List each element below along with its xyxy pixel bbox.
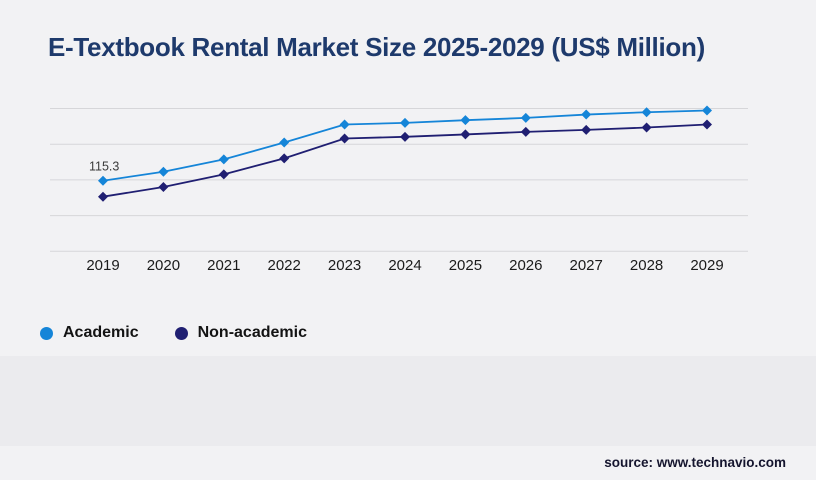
data-point-academic-2024 — [400, 117, 410, 128]
x-axis-label-2020: 2020 — [147, 257, 180, 274]
x-axis-label-2021: 2021 — [207, 257, 240, 274]
data-point-academic-2022 — [279, 137, 290, 148]
source-attribution: source: www.technavio.com — [604, 455, 786, 470]
line-chart: 2019 2020 2021 2022 2023 2024 2025 2026 2027 2028… — [50, 105, 748, 274]
legend-label-academic: Academic — [63, 324, 139, 341]
x-axis-label-2019: 2019 — [86, 257, 119, 274]
legend-item-non-academic: Non-academic — [174, 324, 307, 342]
data-point-academic-2021 — [218, 154, 229, 165]
data-point-academic-2019 — [98, 175, 108, 186]
data-point-non-academic-2022 — [279, 153, 290, 164]
data-point-academic-2028 — [641, 107, 652, 118]
x-axis-label-2022: 2022 — [268, 257, 301, 274]
data-label-annotation: 115.3 — [89, 160, 119, 174]
background-band — [0, 356, 816, 446]
data-point-non-academic-2019 — [98, 191, 108, 202]
x-axis-label-2028: 2028 — [630, 257, 663, 274]
legend-label-non-academic: Non-academic — [197, 324, 307, 341]
data-point-non-academic-2029 — [702, 119, 712, 130]
x-axis-label-2029: 2029 — [690, 257, 723, 274]
x-axis-label-2025: 2025 — [449, 257, 482, 274]
data-point-academic-2027 — [581, 109, 592, 120]
data-point-academic-2025 — [460, 115, 471, 126]
data-point-non-academic-2027 — [581, 124, 592, 135]
x-axis-label-2026: 2026 — [509, 257, 542, 274]
legend-item-academic: Academic — [40, 324, 139, 342]
data-point-academic-2029 — [702, 105, 712, 116]
data-point-academic-2023 — [339, 119, 350, 130]
chart-legend: Academic Non-academic — [40, 324, 307, 342]
data-point-academic-2020 — [158, 166, 169, 177]
chart-title: E-Textbook Rental Market Size 2025-2029 … — [48, 32, 705, 63]
legend-dot-academic-icon — [40, 326, 53, 340]
data-point-academic-2026 — [520, 112, 531, 123]
data-point-non-academic-2025 — [460, 129, 471, 140]
data-point-non-academic-2026 — [520, 126, 531, 137]
data-point-non-academic-2024 — [400, 131, 410, 142]
data-point-non-academic-2020 — [158, 182, 169, 193]
x-axis-label-2023: 2023 — [328, 257, 361, 274]
x-axis-label-2024: 2024 — [388, 257, 421, 274]
data-point-non-academic-2021 — [218, 169, 229, 180]
legend-dot-non-academic-icon — [174, 326, 188, 340]
x-axis-label-2027: 2027 — [570, 257, 603, 274]
data-point-non-academic-2028 — [641, 122, 652, 133]
data-point-non-academic-2023 — [339, 133, 350, 144]
